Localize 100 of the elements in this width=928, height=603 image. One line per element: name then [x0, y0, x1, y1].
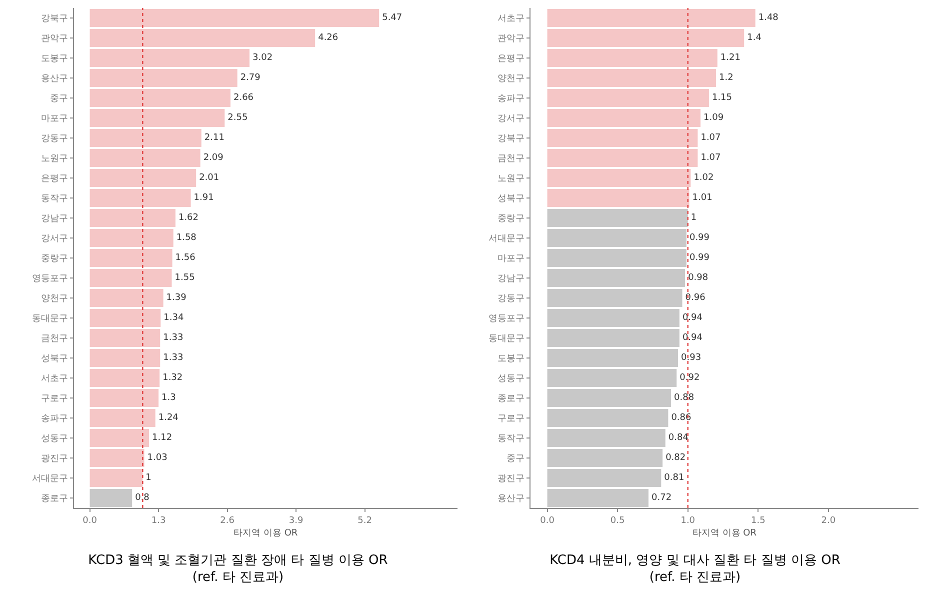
- data-label: 2.66: [233, 93, 254, 103]
- bar: [90, 9, 380, 27]
- data-label: 1.58: [176, 233, 197, 243]
- bar: [90, 469, 143, 487]
- y-tick-label: 종로구: [498, 394, 525, 404]
- data-label: 0.84: [668, 433, 689, 443]
- data-label: 1.09: [704, 113, 724, 123]
- data-label: 0.82: [666, 453, 686, 463]
- y-tick-label: 강북구: [498, 134, 525, 144]
- bar: [547, 189, 690, 207]
- bar: [90, 429, 150, 447]
- bar: [90, 69, 238, 87]
- y-tick-label: 양천구: [498, 74, 525, 84]
- data-label: 1.07: [700, 153, 721, 163]
- y-tick-label: 강남구: [498, 274, 525, 284]
- data-label: 3.02: [252, 53, 273, 63]
- bar: [90, 189, 191, 207]
- y-tick-label: 강동구: [498, 294, 525, 304]
- bar: [90, 129, 202, 147]
- y-tick-label: 노원구: [498, 174, 525, 184]
- y-tick-label: 관악구: [498, 34, 525, 44]
- bar: [547, 149, 698, 167]
- x-tick-label: 5.2: [358, 516, 372, 526]
- x-tick-label: 0.5: [610, 516, 625, 526]
- data-label: 1.33: [163, 353, 184, 363]
- data-label: 1.48: [758, 13, 779, 23]
- bar: [547, 229, 686, 247]
- bar: [547, 129, 698, 147]
- y-tick-label: 금천구: [41, 334, 68, 344]
- y-tick-label: 동대문구: [488, 334, 525, 344]
- y-tick-label: 서대문구: [32, 474, 68, 484]
- y-tick-label: 성동구: [498, 374, 525, 384]
- data-label: 0.92: [680, 373, 700, 383]
- data-label: 1.03: [147, 453, 168, 463]
- y-tick-label: 동대문구: [32, 314, 68, 324]
- x-tick-label: 2.0: [821, 516, 836, 526]
- y-tick-label: 동작구: [498, 434, 525, 444]
- x-tick-label: 2.6: [220, 516, 235, 526]
- data-label: 1.07: [700, 133, 721, 143]
- y-tick-label: 강북구: [41, 14, 68, 24]
- bar: [547, 169, 691, 187]
- data-label: 1.55: [174, 273, 195, 283]
- y-tick-label: 구로구: [41, 394, 68, 404]
- data-label: 0.98: [688, 273, 708, 283]
- data-label: 0.72: [652, 493, 672, 503]
- bar: [90, 169, 196, 187]
- x-tick-label: 0.0: [540, 516, 555, 526]
- y-tick-label: 도봉구: [41, 54, 68, 64]
- data-label: 0.94: [682, 313, 703, 323]
- data-label: 0.99: [689, 253, 710, 263]
- data-label: 1.01: [692, 193, 712, 203]
- bar: [90, 249, 172, 267]
- y-tick-label: 노원구: [41, 154, 68, 164]
- x-axis-title: 타지역 이용 OR: [692, 528, 756, 539]
- bar: [547, 29, 744, 47]
- data-label: 0.99: [689, 233, 710, 243]
- data-label: 1: [690, 213, 697, 223]
- bar: [90, 369, 160, 387]
- y-tick-label: 은평구: [498, 54, 525, 64]
- bar: [547, 369, 677, 387]
- data-label: 2.11: [204, 133, 224, 143]
- y-tick-label: 은평구: [41, 174, 68, 184]
- data-label: 1.02: [694, 173, 714, 183]
- x-tick-label: 0.0: [82, 516, 98, 526]
- y-tick-label: 영등포구: [32, 274, 68, 284]
- data-label: 2.55: [228, 113, 248, 123]
- bar: [547, 249, 686, 267]
- bar: [547, 469, 662, 487]
- y-tick-label: 중랑구: [41, 254, 68, 264]
- bar: [547, 269, 686, 287]
- bar: [90, 29, 316, 47]
- y-tick-label: 중구: [50, 94, 68, 104]
- data-label: 2.79: [240, 73, 261, 83]
- text: KCD4 내분비, 영양 및 대사 질환 타 질병 이용 OR (ref. 타 진료과): [550, 553, 840, 585]
- x-tick-label: 1.3: [151, 516, 166, 526]
- data-label: 1.56: [175, 253, 196, 263]
- y-tick-label: 강서구: [498, 114, 525, 124]
- data-label: 1.15: [712, 93, 732, 103]
- bar: [547, 409, 668, 427]
- y-tick-label: 동작구: [41, 194, 68, 204]
- data-label: 1.32: [162, 373, 183, 383]
- bar: [90, 289, 164, 307]
- bar: [547, 289, 682, 307]
- data-label: 1.91: [194, 193, 214, 203]
- bar: [90, 269, 172, 287]
- bar: [90, 149, 200, 167]
- bar: [90, 409, 156, 427]
- bar: [90, 349, 160, 367]
- y-tick-label: 송파구: [41, 414, 68, 424]
- y-tick-label: 강남구: [41, 214, 68, 224]
- y-tick-label: 양천구: [41, 294, 68, 304]
- data-label: 1.4: [747, 33, 762, 43]
- bar: [547, 49, 718, 67]
- bar: [547, 449, 663, 467]
- data-label: 0.86: [671, 413, 692, 423]
- bar: [90, 489, 132, 507]
- data-label: 0.96: [685, 293, 706, 303]
- bar: [90, 229, 174, 247]
- y-tick-label: 서대문구: [488, 234, 525, 244]
- data-label: 0.8: [135, 493, 150, 503]
